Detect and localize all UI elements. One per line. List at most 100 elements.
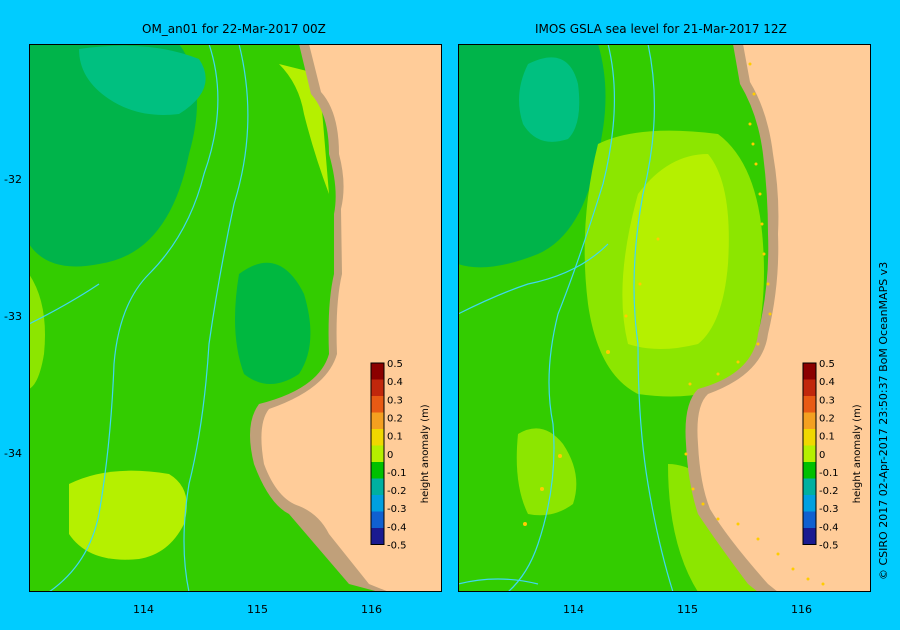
colorbar-segment <box>803 445 816 463</box>
colorbar-frame <box>802 362 817 545</box>
colorbar-tick-label: 0.1 <box>387 432 403 443</box>
x-tick-label: 116 <box>361 603 382 616</box>
left-map <box>29 44 442 592</box>
colorbar-segment <box>371 528 384 545</box>
colorbar-tick-label: -0.2 <box>819 486 839 497</box>
left-lime-region <box>69 470 187 560</box>
left-deep-core <box>79 45 206 115</box>
observation-marker <box>751 142 755 146</box>
x-tick-label: 115 <box>247 603 268 616</box>
left-contour-line <box>48 44 219 592</box>
right-deep-core <box>519 57 580 142</box>
observation-marker <box>688 382 692 386</box>
colorbar-tick-label: -0.3 <box>819 504 839 515</box>
colorbar-segment <box>371 445 384 463</box>
observation-marker <box>748 62 752 66</box>
observation-marker <box>760 222 764 226</box>
observation-marker <box>638 282 642 286</box>
observation-marker <box>758 192 762 196</box>
observation-marker <box>762 252 766 256</box>
observation-marker <box>540 487 544 491</box>
colorbar-label: height anomaly (m) <box>852 404 863 503</box>
observation-marker <box>716 372 720 376</box>
colorbar-tick-label: 0 <box>819 450 825 461</box>
observation-marker <box>756 537 760 541</box>
left-light-region <box>29 274 45 389</box>
colorbar-tick-label: 0.3 <box>819 395 835 406</box>
right-lime-blob <box>516 428 577 516</box>
colorbar-tick-label: 0.4 <box>387 377 403 388</box>
x-tick-label: 114 <box>133 603 154 616</box>
left-land <box>261 44 442 592</box>
observation-marker <box>748 122 752 126</box>
left-map-frame <box>29 44 442 592</box>
colorbar-segment <box>371 379 384 397</box>
right-colorbar: 0.5 0.4 0.3 0.2 0.1 0 -0.1 -0.2 -0.3 -0.4 -0.5 heig… <box>802 359 863 552</box>
observation-marker <box>754 162 758 166</box>
colorbar-tick-label: -0.5 <box>387 541 407 552</box>
observation-marker <box>791 567 795 571</box>
colorbar-tick-label: 0.2 <box>387 413 403 424</box>
colorbar-segment <box>803 462 816 479</box>
colorbar-segment <box>803 412 816 430</box>
colorbar-tick-label: 0.5 <box>387 359 403 370</box>
observation-markers <box>523 62 825 586</box>
colorbar-segment <box>371 363 384 380</box>
observation-marker <box>691 487 695 491</box>
colorbar-segment <box>371 396 384 413</box>
observation-marker <box>656 237 660 241</box>
colorbar-tick-label: -0.2 <box>387 486 407 497</box>
y-tick-label: -33 <box>4 310 22 323</box>
observation-marker <box>752 92 756 96</box>
observation-marker <box>684 452 688 456</box>
colorbar-segment <box>371 412 384 430</box>
observation-marker <box>736 360 740 364</box>
colorbar-tick-label: -0.1 <box>819 468 839 479</box>
right-panel-title: IMOS GSLA sea level for 21-Mar-2017 12Z <box>535 22 787 36</box>
colorbar-tick-label: 0.1 <box>819 432 835 443</box>
right-lime-region <box>622 154 729 349</box>
observation-marker <box>821 582 825 586</box>
right-contour-line <box>507 44 616 592</box>
observation-marker <box>716 517 720 521</box>
x-tick-label: 116 <box>791 603 812 616</box>
colorbar-segment <box>803 429 816 446</box>
colorbar-segment <box>371 511 384 529</box>
observation-marker <box>776 552 780 556</box>
colorbar-frame <box>370 362 385 545</box>
left-colorbar: 0.5 0.4 0.3 0.2 0.1 0 -0.1 -0.2 -0.3 -0.4 -0.5 heig… <box>370 359 431 552</box>
right-contour-line <box>458 578 539 585</box>
x-tick-label: 114 <box>563 603 584 616</box>
colorbar-tick-label: -0.3 <box>387 504 407 515</box>
colorbar-label: height anomaly (m) <box>420 404 431 503</box>
colorbar-tick-label: -0.4 <box>387 522 407 533</box>
colorbar-tick-label: 0.3 <box>387 395 403 406</box>
observation-marker <box>766 282 770 286</box>
observation-marker <box>806 577 810 581</box>
colorbar-segment <box>371 429 384 446</box>
colorbar-segment <box>803 478 816 496</box>
observation-marker <box>624 314 628 318</box>
colorbar-segment <box>803 495 816 512</box>
left-green-blob <box>235 262 311 384</box>
colorbar-tick-label: -0.4 <box>819 522 839 533</box>
colorbar-segment <box>803 511 816 529</box>
right-map-frame <box>458 44 871 592</box>
colorbar-tick-label: -0.5 <box>819 541 839 552</box>
colorbar-segment <box>371 478 384 496</box>
x-tick-label: 115 <box>677 603 698 616</box>
colorbar-tick-label: 0.5 <box>819 359 835 370</box>
observation-marker <box>606 350 610 354</box>
right-land <box>697 44 871 592</box>
colorbar-segment <box>803 396 816 413</box>
colorbar-tick-label: 0 <box>387 450 393 461</box>
colorbar-segment <box>803 528 816 545</box>
colorbar-segment <box>371 462 384 479</box>
right-contour-line <box>458 243 609 315</box>
colorbar-tick-label: -0.1 <box>387 468 407 479</box>
colorbar-segment <box>803 379 816 397</box>
y-tick-label: -32 <box>4 173 22 186</box>
credit-text: © CSIRO 2017 02-Apr-2017 23:50:37 BoM Oc… <box>877 261 890 580</box>
observation-marker <box>768 312 772 316</box>
y-tick-label: -34 <box>4 447 22 460</box>
